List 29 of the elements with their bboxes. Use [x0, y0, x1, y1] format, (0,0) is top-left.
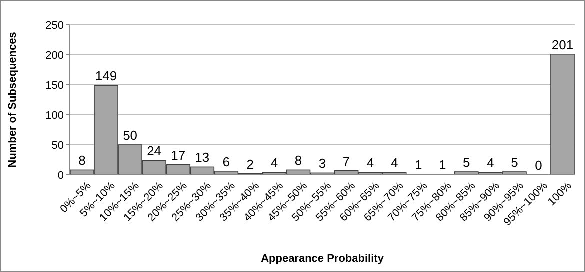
- data-label: 0: [535, 158, 542, 173]
- data-label: 4: [487, 156, 494, 171]
- y-tick-label: 250: [46, 20, 64, 32]
- data-label: 8: [294, 153, 302, 168]
- y-tick-label: 0: [58, 170, 64, 182]
- data-label: 4: [270, 156, 278, 171]
- data-label: 5: [511, 155, 518, 170]
- y-tick-label: 150: [46, 80, 64, 92]
- data-label: 24: [147, 144, 162, 159]
- data-label: 1: [414, 157, 422, 172]
- y-axis-title: Number of Subsequences: [7, 32, 19, 168]
- data-label: 5: [463, 155, 470, 170]
- data-label: 3: [318, 156, 326, 172]
- data-label: 1: [439, 157, 446, 172]
- data-label: 201: [552, 37, 574, 52]
- data-label: 8: [78, 153, 86, 168]
- data-label: 17: [171, 148, 186, 163]
- y-tick-label: 100: [46, 110, 64, 122]
- data-label: 6: [222, 154, 230, 170]
- data-label: 4: [366, 156, 374, 171]
- data-label: 13: [195, 150, 210, 166]
- data-label: 4: [390, 156, 398, 171]
- y-tick-label: 200: [46, 50, 64, 62]
- data-label: 2: [246, 156, 254, 172]
- data-label: 50: [123, 128, 138, 143]
- x-axis-title: Appearance Probability: [261, 253, 385, 265]
- y-tick-label: 50: [52, 140, 64, 152]
- data-label: 149: [95, 68, 118, 84]
- data-label: 7: [342, 154, 350, 169]
